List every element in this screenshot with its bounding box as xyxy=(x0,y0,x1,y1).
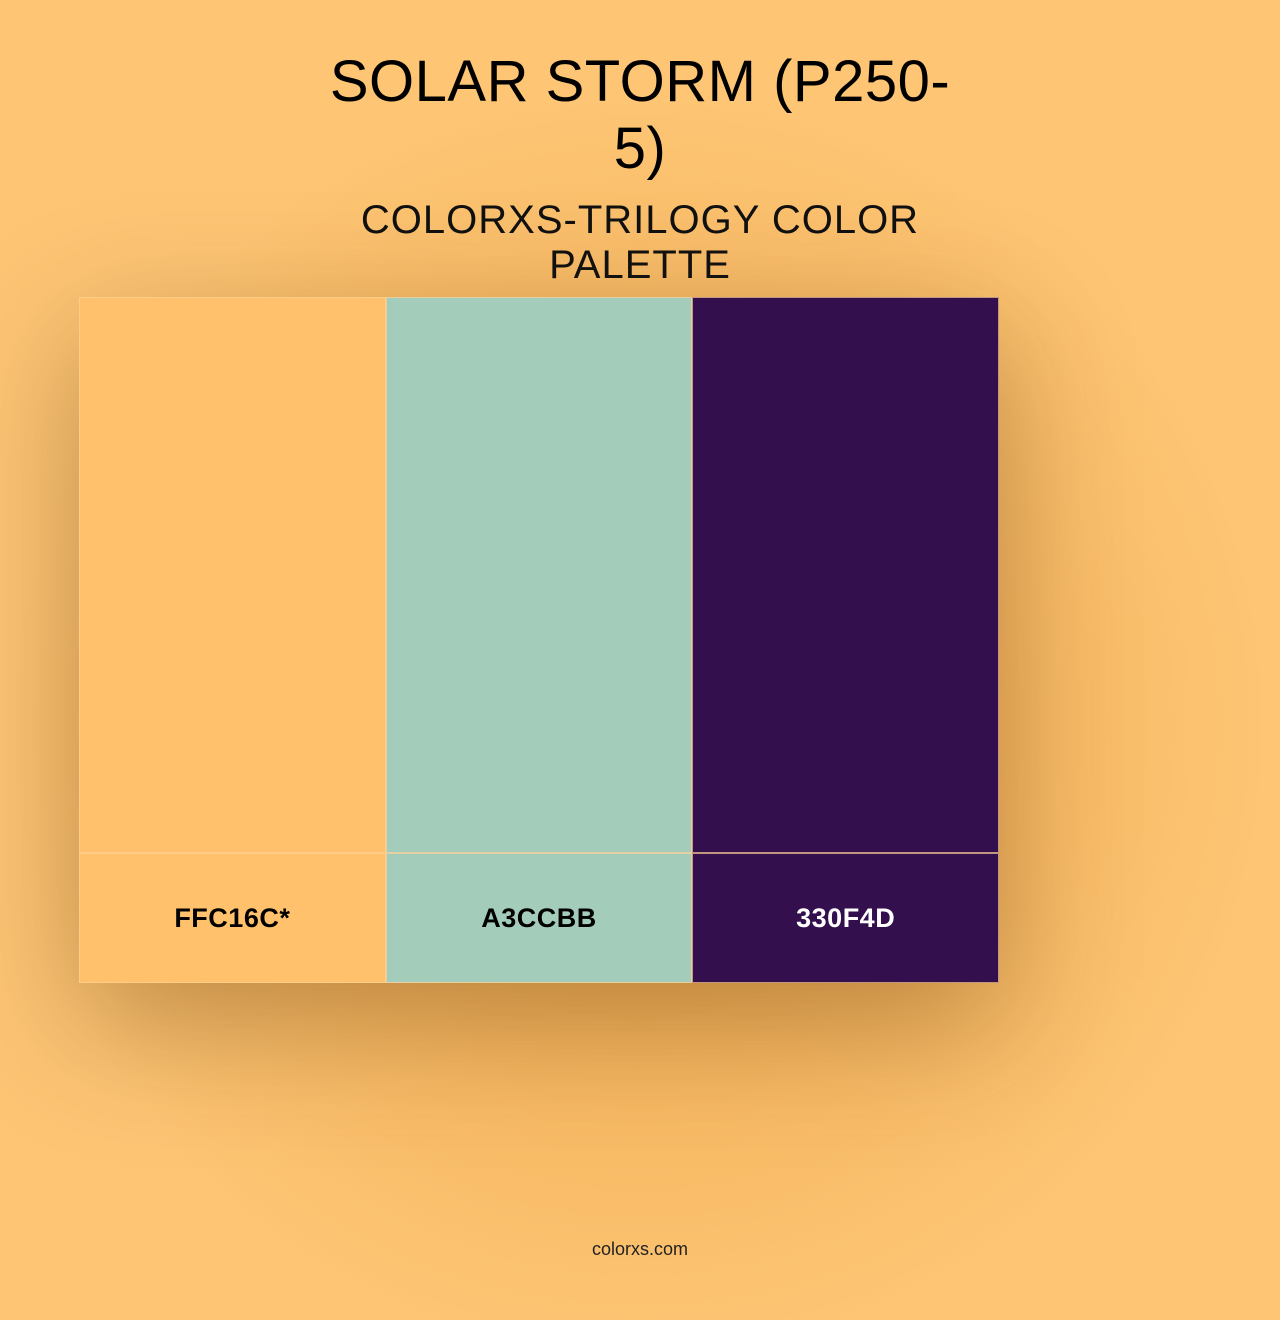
footer-credit: colorxs.com xyxy=(0,1239,1280,1260)
swatch-row xyxy=(79,297,999,853)
swatch-3 xyxy=(692,297,999,853)
page-root: SOLAR STORM (P250-5) COLORXS-TRILOGY COL… xyxy=(0,0,1280,1320)
swatch-label-1: FFC16C* xyxy=(79,853,386,983)
palette: FFC16C* A3CCBB 330F4D xyxy=(79,297,999,983)
label-row: FFC16C* A3CCBB 330F4D xyxy=(79,853,999,983)
header: SOLAR STORM (P250-5) COLORXS-TRILOGY COL… xyxy=(310,0,970,306)
page-title: SOLAR STORM (P250-5) xyxy=(310,48,970,182)
swatch-1 xyxy=(79,297,386,853)
page-subtitle: COLORXS-TRILOGY COLOR PALETTE xyxy=(310,198,970,288)
swatch-label-3: 330F4D xyxy=(692,853,999,983)
swatch-label-2: A3CCBB xyxy=(386,853,693,983)
swatch-2 xyxy=(386,297,693,853)
